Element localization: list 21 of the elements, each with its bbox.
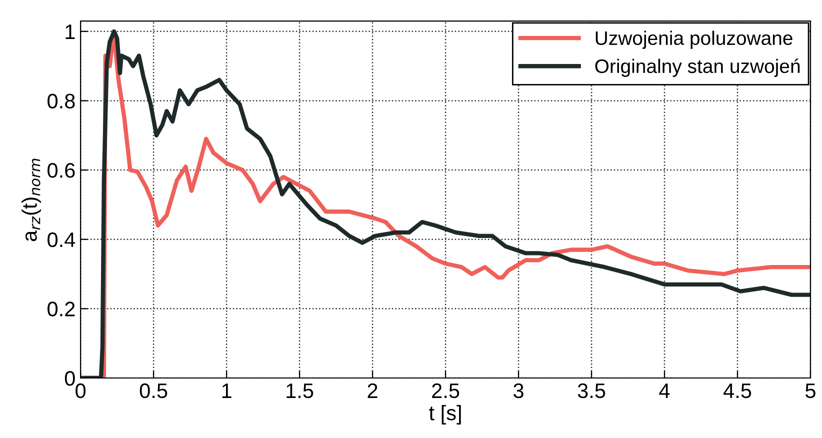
legend-label: Originalny stan uzwojeń (595, 58, 800, 77)
y-tick-label: 0 (64, 370, 75, 386)
y-tick-label: 0.2 (48, 302, 75, 316)
x-tick-label: 0.5 (140, 383, 168, 398)
x-tick-label: 4 (659, 384, 670, 398)
y-axis-title: a$_{rz}$(t)$_{norm}$ (22, 158, 42, 242)
y-tick-label: 0.6 (48, 163, 75, 178)
x-tick-label: 3 (514, 383, 524, 398)
x-tick-label: 1 (222, 384, 232, 398)
x-tick-label: 5 (806, 384, 816, 398)
x-tick-label: 0 (76, 383, 86, 398)
x-tick-label: 2.5 (432, 383, 460, 398)
x-tick-label: 1.5 (286, 384, 314, 398)
y-tick-label: 0.8 (48, 94, 75, 108)
y-tick-label: 1 (66, 24, 75, 39)
y-tick-label: 0.4 (48, 232, 76, 248)
legend-label: Uzwojenia poluzowane (596, 30, 792, 49)
x-tick-label: 4.5 (724, 384, 752, 398)
x-axis-title: t [s] (429, 405, 461, 424)
x-tick-label: 3.5 (578, 383, 606, 398)
x-tick-label: 2 (368, 383, 378, 398)
